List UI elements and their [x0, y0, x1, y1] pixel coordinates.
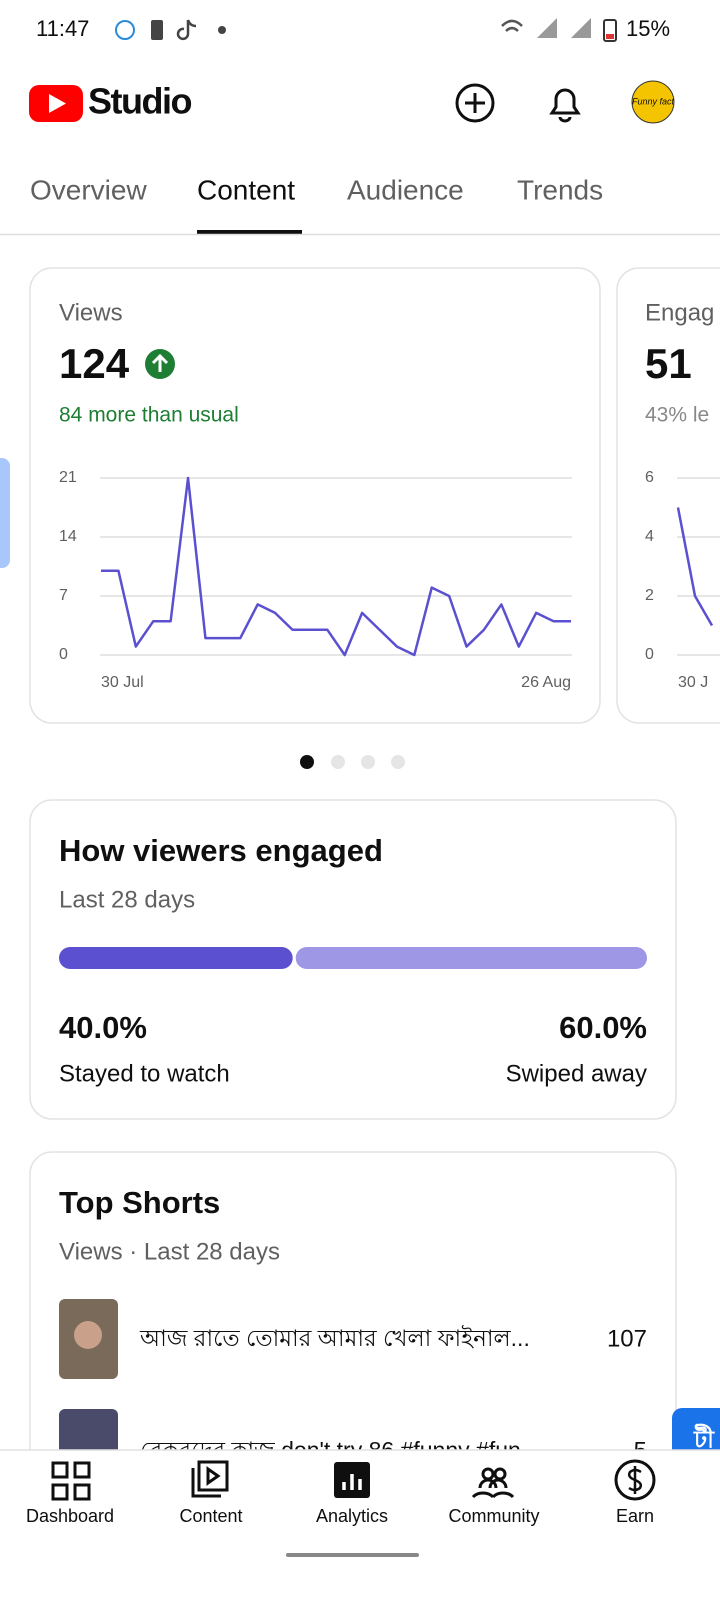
status-icon [218, 26, 226, 34]
x-tick-label: 30 J [678, 674, 708, 691]
nav-icon [51, 1461, 91, 1501]
nav-label[interactable]: Community [448, 1506, 539, 1526]
pager-dot[interactable] [300, 755, 314, 769]
segment-value: 40.0% [59, 1010, 147, 1045]
avatar[interactable] [631, 80, 675, 124]
nav-icon [614, 1459, 656, 1501]
thumbnail-art [74, 1321, 102, 1349]
card-subtitle: Views · Last 28 days [59, 1238, 280, 1265]
y-tick-label: 21 [59, 469, 77, 486]
engagement-segment [295, 947, 647, 969]
nav-label[interactable]: Analytics [316, 1506, 388, 1526]
y-tick-label: 2 [645, 587, 654, 604]
signal-icon [537, 18, 591, 38]
nav-label[interactable]: Earn [616, 1506, 654, 1526]
data-line [101, 476, 571, 657]
nav-icon [493, 1467, 507, 1481]
home-indicator [286, 1553, 419, 1557]
x-tick-label: 26 Aug [521, 674, 571, 691]
metric-note: 84 more than usual [59, 404, 239, 427]
status-icon [151, 20, 163, 40]
y-tick-label: 6 [645, 469, 654, 486]
short-views: 107 [607, 1325, 647, 1352]
tab[interactable]: Overview [30, 174, 147, 205]
y-tick-label: 0 [59, 646, 68, 663]
create-button[interactable] [455, 83, 495, 123]
logo-play [49, 94, 66, 113]
trend-up-icon [151, 353, 169, 372]
nav-icon [627, 1466, 643, 1494]
bell-icon[interactable] [549, 88, 581, 123]
tab-indicator [197, 230, 302, 234]
x-tick-label: 30 Jul [101, 674, 144, 691]
card-subtitle: Last 28 days [59, 886, 195, 913]
engagement-bar [59, 947, 647, 969]
metric-value: 124 [59, 340, 130, 387]
engagement-segment [59, 947, 293, 969]
y-tick-label: 4 [645, 528, 654, 545]
nav-icon [191, 1460, 229, 1498]
metric-card[interactable] [616, 267, 720, 724]
segment-label: Swiped away [506, 1060, 647, 1087]
card-title: How viewers engaged [59, 833, 383, 868]
tab[interactable]: Trends [517, 174, 603, 205]
status-time: 11:47 [36, 16, 89, 41]
nav-label[interactable]: Content [179, 1506, 242, 1526]
create-icon [465, 93, 485, 113]
pager-dot[interactable] [391, 755, 405, 769]
nav-icon [342, 1474, 362, 1490]
avatar-text: Funny fact [632, 96, 675, 106]
y-tick-label: 14 [59, 528, 77, 545]
tab[interactable]: Content [197, 174, 295, 205]
battery-icon [603, 19, 617, 42]
data-line [676, 507, 714, 627]
battery-level [606, 34, 614, 39]
wifi-icon [501, 19, 523, 32]
y-tick-label: 0 [645, 646, 654, 663]
metric-label: Engag [645, 299, 714, 326]
tab[interactable]: Audience [347, 174, 464, 205]
metric-label: Views [59, 299, 123, 326]
edge-handle[interactable] [0, 458, 10, 568]
card-title: Top Shorts [59, 1185, 220, 1220]
brand: Studio [88, 81, 191, 122]
short-title[interactable]: আজ রাতে তোমার আমার খেলা ফাইনাল... [139, 1325, 530, 1351]
tabs: Overview Content Audience Trends [30, 174, 603, 205]
battery-text: 15% [626, 16, 670, 41]
nav-icon [481, 1467, 495, 1481]
segment-value: 60.0% [559, 1010, 647, 1045]
status-icon [115, 20, 135, 40]
create-icon [455, 83, 495, 123]
metric-value: 51 [645, 340, 692, 387]
segment-label: Stayed to watch [59, 1060, 230, 1087]
pager-dot[interactable] [361, 755, 375, 769]
pager-dot[interactable] [331, 755, 345, 769]
floating-button-text: টী [693, 1423, 715, 1453]
nav-label[interactable]: Dashboard [26, 1506, 114, 1526]
status-icon [176, 19, 197, 41]
y-tick-label: 7 [59, 587, 68, 604]
charts: 0 7 14 21 30 Jul 26 Aug 0 2 4 6 30 J [59, 469, 720, 691]
metric-note: 43% le [645, 404, 709, 427]
nav-labels: Dashboard Content Analytics Community Earn [26, 1506, 654, 1526]
